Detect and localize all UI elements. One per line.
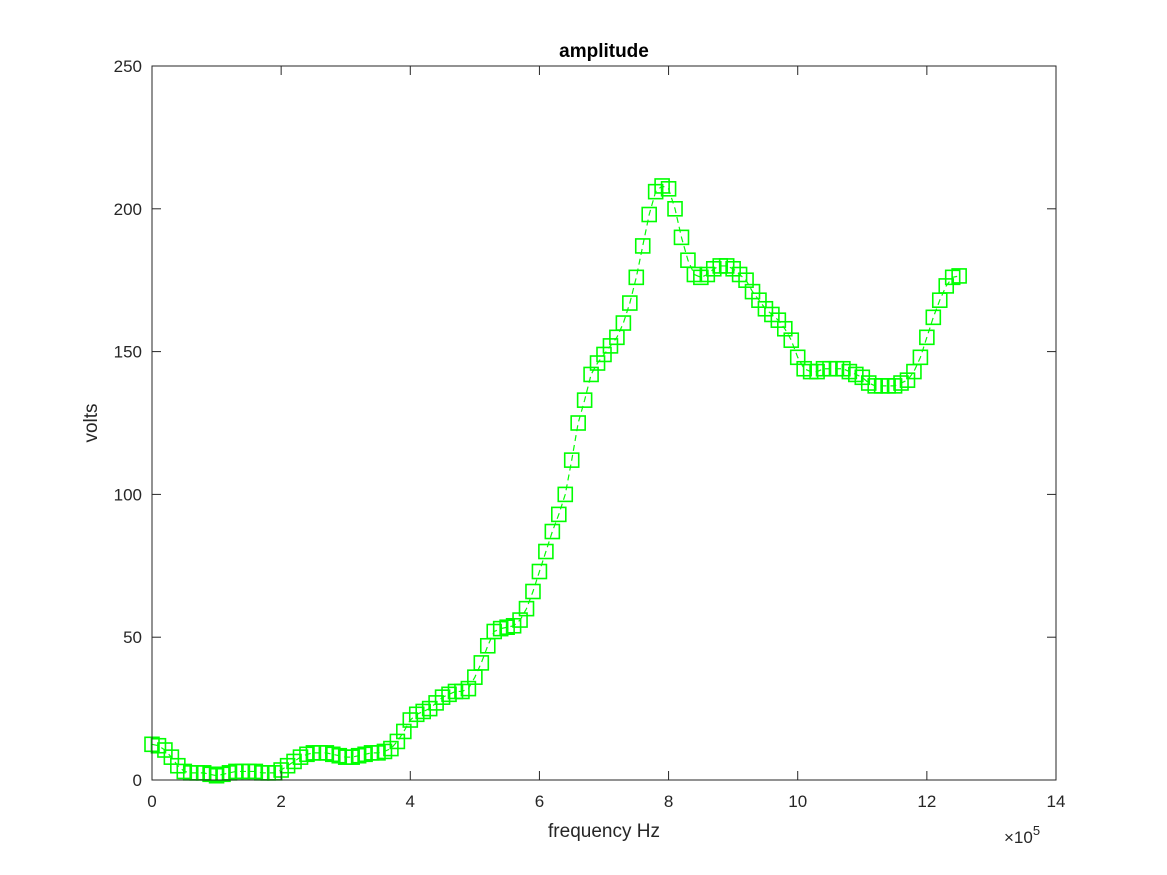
data-point-marker bbox=[570, 415, 586, 431]
data-point-marker bbox=[557, 486, 574, 503]
data-point-marker bbox=[544, 523, 561, 540]
data-point-marker bbox=[951, 268, 967, 284]
x-tick-label: 14 bbox=[1047, 792, 1066, 811]
data-point-marker bbox=[641, 206, 658, 223]
y-tick-label: 200 bbox=[114, 200, 142, 219]
y-tick-label: 250 bbox=[114, 57, 142, 76]
data-point-marker bbox=[660, 181, 677, 197]
y-tick-label: 0 bbox=[133, 771, 142, 790]
x-tick-label: 4 bbox=[406, 792, 415, 811]
axes-box bbox=[151, 65, 1057, 781]
data-point-marker bbox=[634, 238, 651, 254]
data-point-marker bbox=[622, 295, 638, 311]
data-point-marker bbox=[667, 201, 683, 217]
data-point-marker bbox=[563, 452, 580, 468]
plot-area bbox=[152, 66, 1056, 780]
x-axis-exponent-label: ×105 bbox=[1004, 823, 1040, 847]
data-point-marker bbox=[550, 506, 567, 523]
data-point-marker bbox=[576, 392, 593, 408]
data-point-marker bbox=[628, 269, 645, 286]
x-exponent-power: 5 bbox=[1033, 823, 1040, 838]
y-tick-label: 150 bbox=[114, 343, 142, 362]
data-point-marker bbox=[919, 329, 935, 346]
data-point-marker bbox=[518, 600, 535, 617]
data-point-marker bbox=[525, 583, 541, 600]
data-point-marker bbox=[912, 349, 929, 366]
y-tick-label: 100 bbox=[114, 485, 142, 504]
ticks-layer: 0 2 4 6 8 10 12 14 0 50 100 150 200 250 bbox=[114, 57, 1066, 811]
x-tick-label: 8 bbox=[664, 792, 673, 811]
x-tick-label: 10 bbox=[788, 792, 807, 811]
data-point-marker bbox=[783, 332, 800, 348]
data-point-marker bbox=[538, 543, 554, 560]
data-point-marker bbox=[925, 309, 942, 326]
x-axis-label: frequency Hz bbox=[548, 821, 660, 842]
data-point-marker bbox=[673, 229, 690, 246]
series-line bbox=[151, 185, 960, 777]
data-point-marker bbox=[615, 315, 632, 331]
y-tick-label: 50 bbox=[123, 628, 142, 647]
x-tick-label: 6 bbox=[535, 792, 544, 811]
x-tick-label: 2 bbox=[276, 792, 285, 811]
chart-title: amplitude bbox=[559, 41, 649, 62]
data-point-marker bbox=[531, 563, 548, 580]
x-tick-label: 12 bbox=[917, 792, 936, 811]
y-axis-label: volts bbox=[81, 403, 102, 442]
x-tick-label: 0 bbox=[147, 792, 156, 811]
data-point-marker bbox=[473, 655, 490, 671]
x-exponent-base: ×10 bbox=[1004, 828, 1033, 847]
